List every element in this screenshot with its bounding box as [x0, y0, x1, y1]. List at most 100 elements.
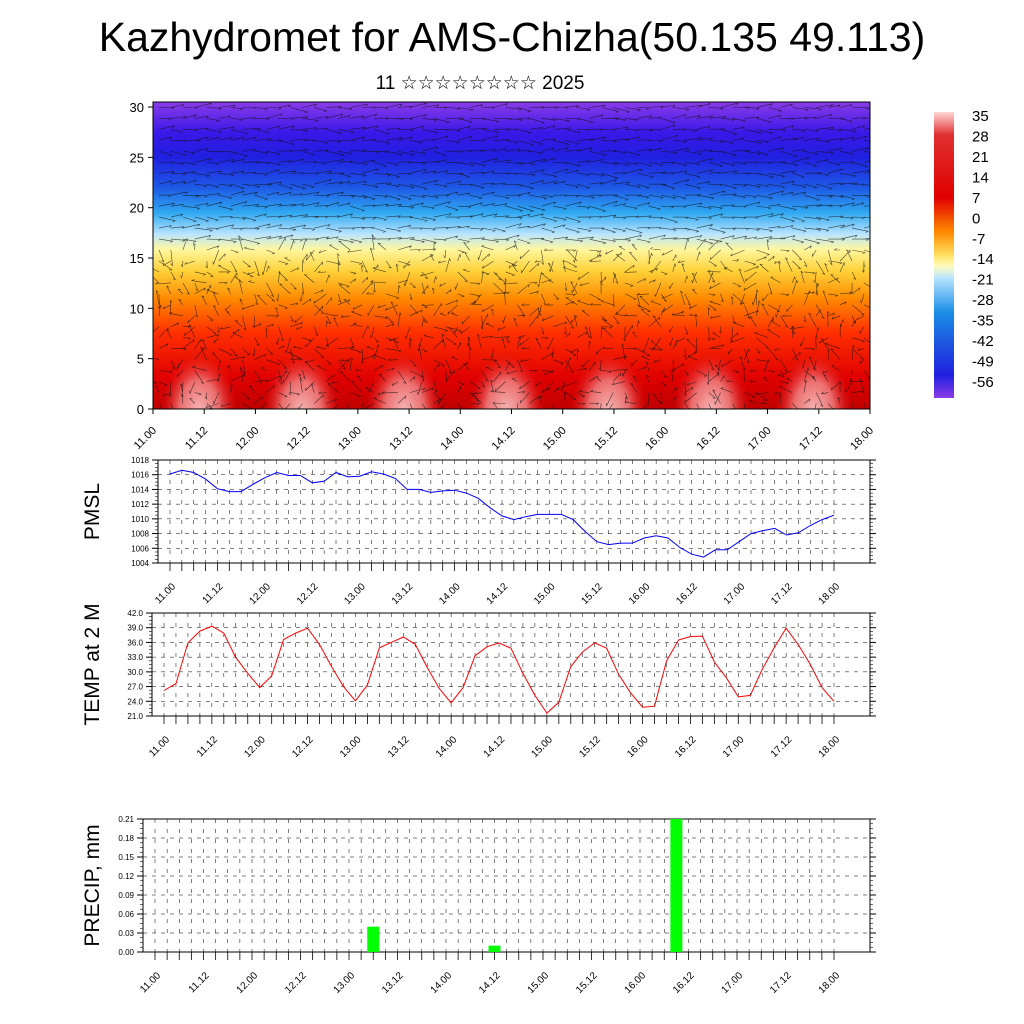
colorbar-label: -21: [972, 272, 994, 289]
section-x-tick-label: 13.12: [387, 425, 415, 453]
precip-y-tick-label: 0.06: [118, 910, 134, 919]
pmsl-y-tick-label: 1018: [131, 456, 149, 465]
temp-x-tick-label: 13.00: [338, 734, 364, 760]
precip-x-tick-label: 17.12: [768, 970, 794, 996]
section-y-tick-label: 30: [130, 100, 144, 115]
section-x-tick-label: 16.00: [643, 425, 671, 453]
precip-y-tick-label: 0.03: [118, 929, 134, 938]
section-y-tick-label: 15: [130, 251, 144, 266]
heating-cell: [568, 337, 649, 409]
chart-subtitle: 11 ☆☆☆☆☆☆☆☆ 2025: [375, 73, 585, 94]
section-x-tick-label: 17.00: [746, 425, 774, 453]
pmsl-x-tick-label: 14.00: [437, 581, 463, 607]
precip-bar: [367, 926, 380, 952]
temp-y-tick-label: 24.0: [127, 697, 143, 706]
precip-x-tick-label: 14.00: [429, 970, 455, 996]
temp-y-label: TEMP at 2 M: [81, 603, 104, 725]
temp-x-tick-label: 13.12: [386, 734, 412, 760]
temp-x-tick-label: 14.12: [482, 734, 508, 760]
temp-grid: [152, 613, 870, 716]
pmsl-y-tick-label: 1004: [131, 559, 149, 568]
section-y-axis: 0 5 10 15 20 25 30: [130, 100, 153, 417]
pmsl-x-tick-label: 16.00: [627, 581, 653, 607]
temp-x-tick-label: 12.00: [242, 734, 268, 760]
temp-panel: 21.0 24.0 27.0 30.0 33.0 36.0 39.0 42.0 11.00 11.…: [81, 603, 876, 760]
colorbar-label: 35: [972, 108, 989, 125]
section-x-tick-label: 14.12: [490, 425, 518, 453]
temp-y-tick-label: 21.0: [127, 712, 143, 721]
temp-x-tick-label: 18.00: [817, 734, 843, 760]
precip-x-tick-label: 12.12: [283, 970, 309, 996]
colorbar-labels: 35 28 21 14 7 0 -7 -14 -21 -28 -35 -42 -49 -56: [972, 108, 994, 391]
pmsl-y-tick-label: 1014: [131, 485, 149, 494]
wind-vectors: [153, 102, 870, 409]
pmsl-x-tick-label: 18.00: [817, 581, 843, 607]
colorbar-swatch: [934, 112, 954, 398]
section-y-tick-label: 5: [137, 352, 144, 367]
section-x-tick-label: 12.12: [285, 425, 313, 453]
heating-cell: [261, 337, 342, 409]
chart-title: Kazhydromet for AMS-Chizha(50.135 49.113…: [98, 14, 926, 60]
precip-y-label: PRECIP, mm: [81, 824, 104, 946]
precip-x-tick-label: 16.12: [671, 970, 697, 996]
pmsl-panel: 1004 1006 1008 1010 1012 1014 1016 1018 11.00 11.…: [81, 456, 876, 607]
pmsl-x-tick-label: 16.12: [674, 581, 700, 607]
section-x-tick-label: 18.00: [848, 425, 876, 453]
precip-panel: 0.00 0.03 0.06 0.09 0.12 0.15 0.18 0.21 11.00 11.…: [81, 815, 876, 996]
vertical-section-panel: 0 5 10 15 20 25 30 11.00 11.12 12.00 12.12 13.00 13…: [130, 100, 877, 453]
section-x-tick-label: 15.12: [592, 425, 620, 453]
section-x-tick-label: 17.12: [797, 425, 825, 453]
pmsl-x-tick-label: 13.12: [390, 581, 416, 607]
section-x-tick-label: 14.00: [438, 425, 466, 453]
pmsl-y-label: PMSL: [81, 483, 104, 540]
section-x-tick-label: 12.00: [234, 425, 262, 453]
temp-x-tick-label: 11.00: [147, 734, 172, 759]
pmsl-x-tick-label: 12.00: [248, 581, 274, 607]
section-x-tick-label: 15.00: [541, 425, 569, 453]
temp-series-line: [163, 625, 835, 714]
colorbar-label: -7: [972, 231, 985, 248]
temp-x-tick-label: 14.00: [434, 734, 460, 760]
heating-cell: [466, 337, 547, 409]
pmsl-x-tick-label: 14.12: [485, 581, 511, 607]
pmsl-grid: [158, 460, 870, 563]
precip-x-tick-label: 14.12: [477, 970, 503, 996]
temp-y-tick-label: 27.0: [127, 683, 143, 692]
precip-x-tick-label: 13.12: [380, 970, 406, 996]
colorbar-label: -49: [972, 354, 994, 371]
wind-vector-field: [153, 102, 870, 409]
temp-x-tick-label: 17.00: [721, 734, 747, 760]
pmsl-y-tick-label: 1016: [131, 471, 149, 480]
colorbar-label: -35: [972, 313, 994, 330]
pmsl-x-tick-label: 17.12: [769, 581, 795, 607]
precip-x-tick-label: 11.12: [187, 970, 212, 995]
precip-bar: [488, 945, 501, 952]
pmsl-x-tick-label: 12.12: [295, 581, 321, 607]
pmsl-x-tick-label: 11.00: [153, 581, 178, 606]
precip-x-tick-label: 15.00: [526, 970, 552, 996]
colorbar-label: 28: [972, 128, 989, 145]
pmsl-y-tick-label: 1006: [131, 544, 149, 553]
pmsl-x-tick-label: 11.12: [201, 581, 226, 606]
temp-y-tick-label: 33.0: [127, 653, 143, 662]
precip-y-tick-label: 0.12: [118, 872, 134, 881]
temp-x-tick-label: 15.00: [530, 734, 556, 760]
section-x-tick-label: 16.12: [695, 425, 723, 453]
heating-cell: [159, 337, 240, 409]
temp-x-tick-label: 12.12: [290, 734, 316, 760]
precip-x-tick-label: 17.00: [720, 970, 746, 996]
section-y-tick-label: 20: [130, 201, 144, 216]
section-y-tick-label: 0: [137, 402, 144, 417]
colorbar-label: 0: [972, 210, 980, 227]
pmsl-y-tick-label: 1012: [131, 500, 149, 509]
section-x-axis: 11.00 11.12 12.00 12.12 13.00 13.12 14.00 14.12…: [132, 409, 876, 453]
colorbar: 35 28 21 14 7 0 -7 -14 -21 -28 -35 -42 -49 -56: [934, 108, 994, 398]
colorbar-label: 7: [972, 190, 980, 207]
precip-y-tick-label: 0.09: [118, 891, 134, 900]
precip-grid: [143, 819, 870, 952]
pmsl-x-tick-label: 17.00: [722, 581, 748, 607]
pmsl-x-tick-label: 15.12: [580, 581, 606, 607]
precip-x-tick-label: 13.00: [332, 970, 358, 996]
temp-y-tick-label: 36.0: [127, 638, 143, 647]
